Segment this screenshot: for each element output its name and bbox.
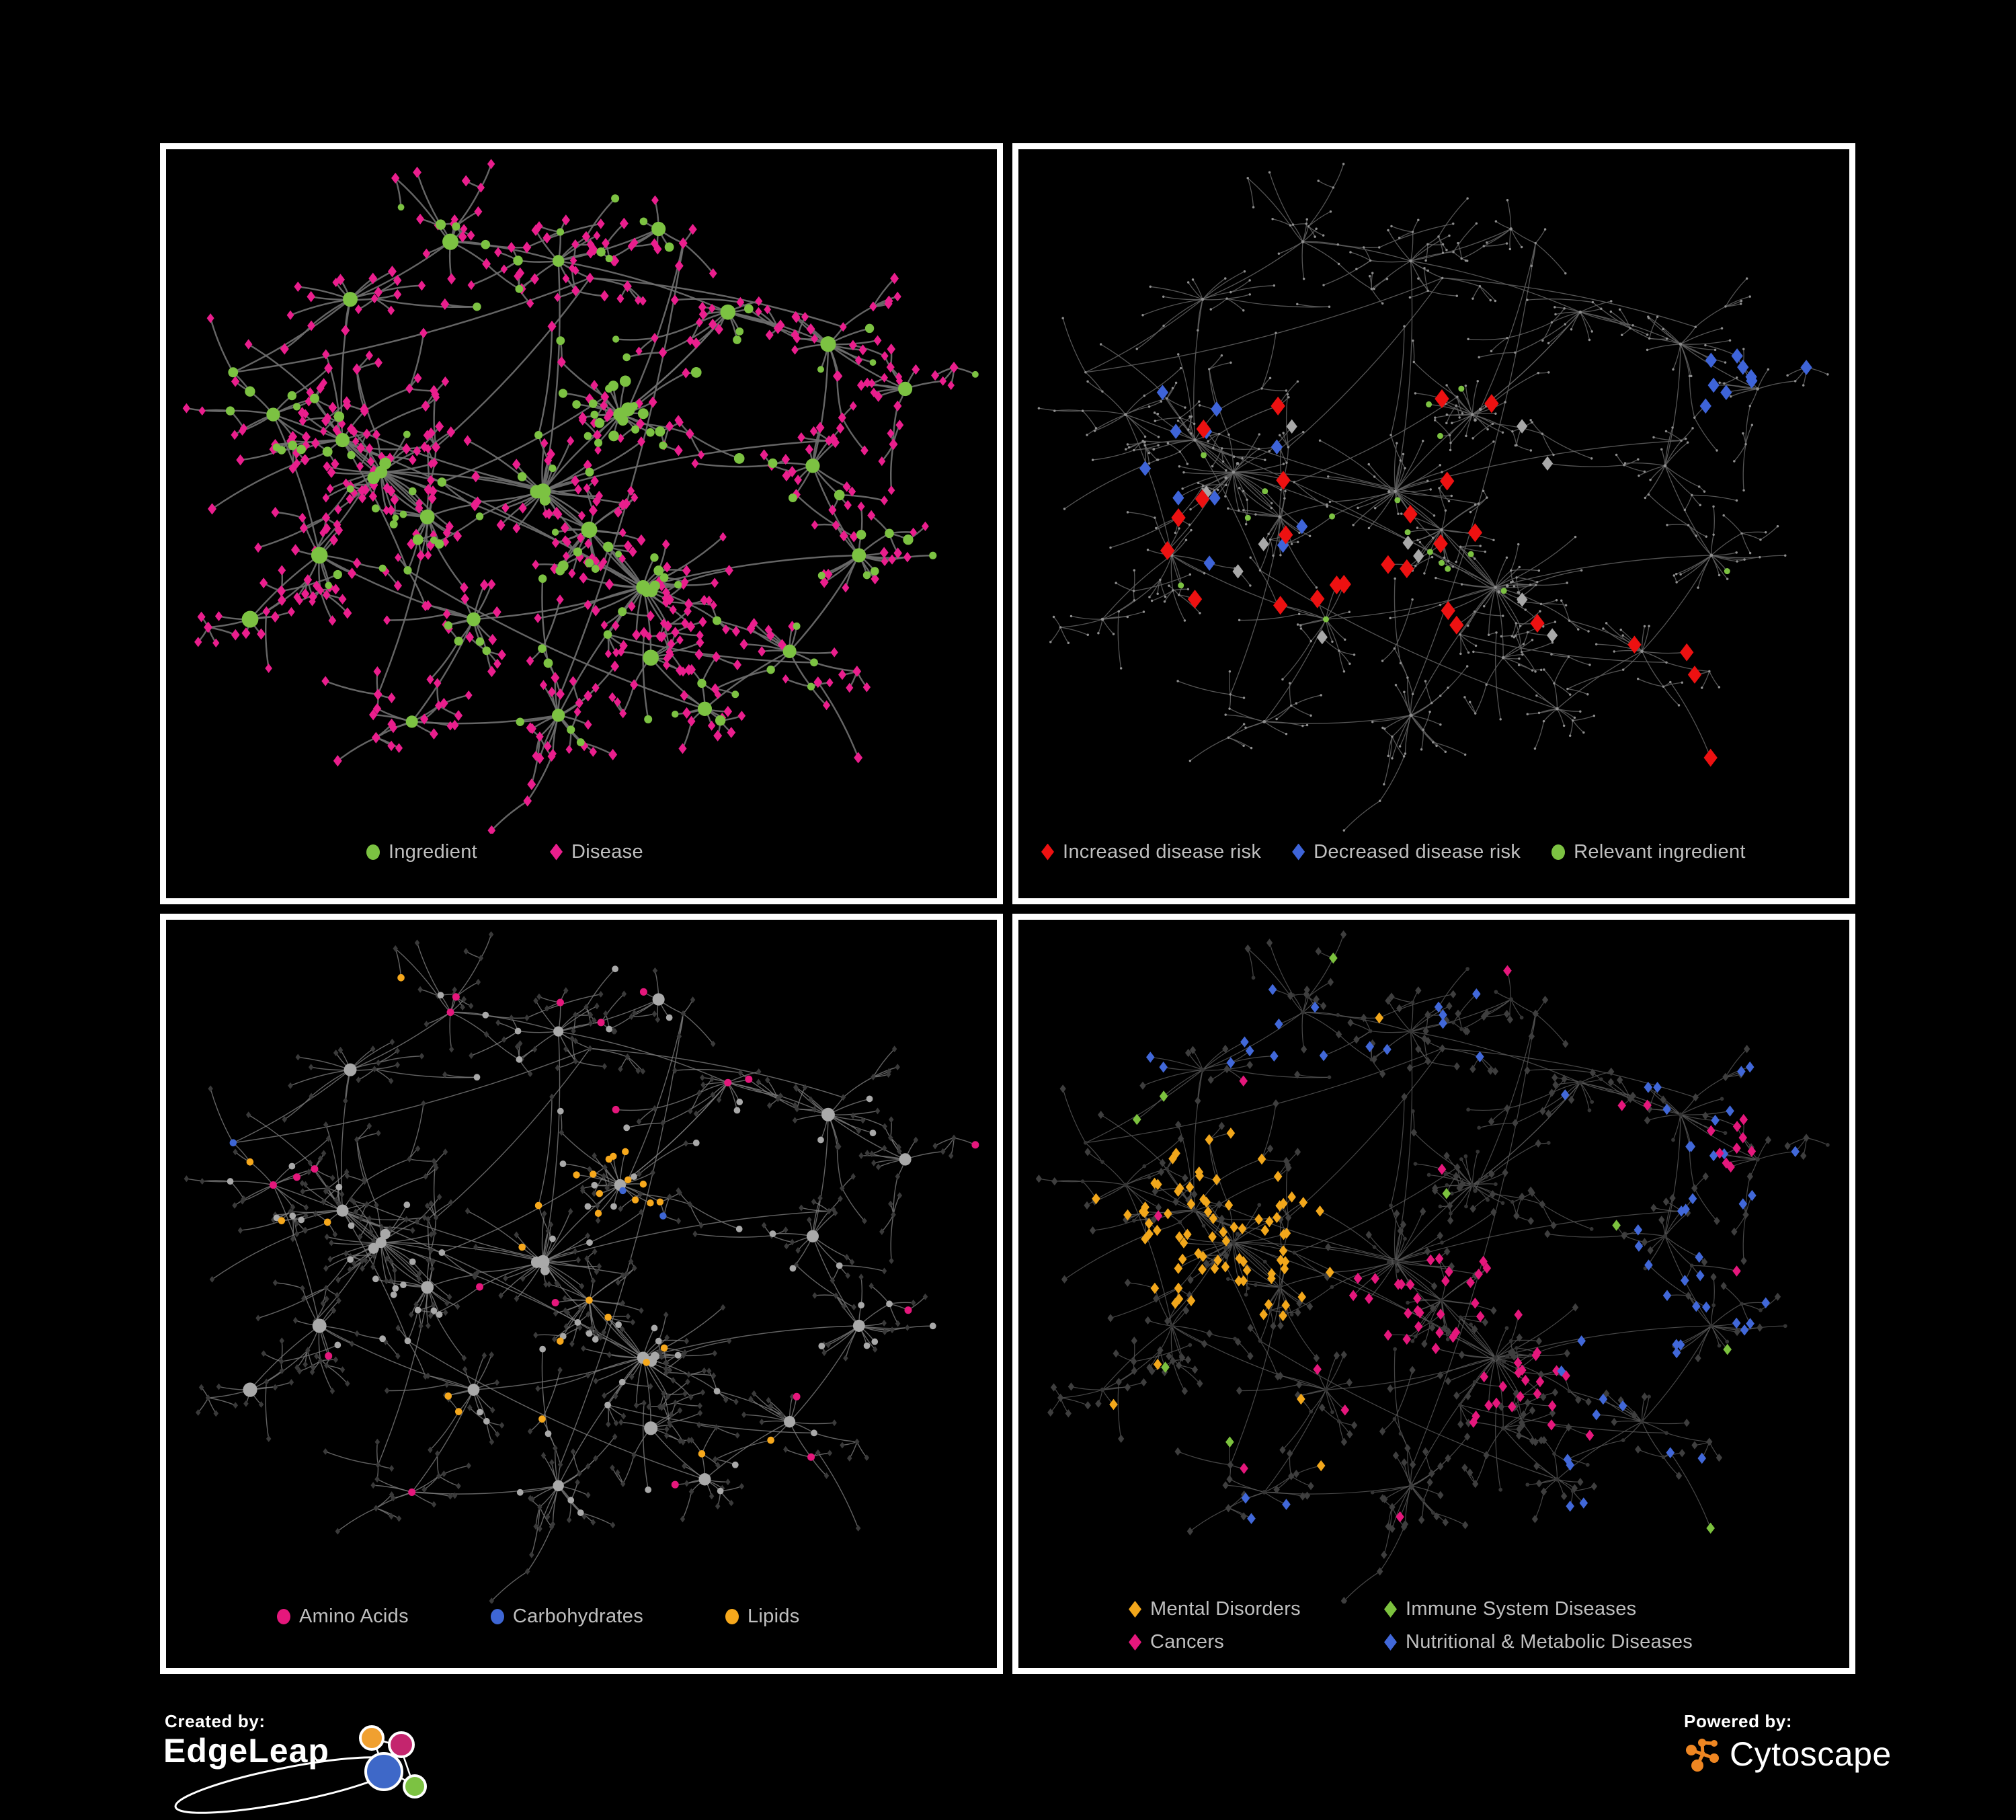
network-panel-ingredient-classes: Amino Acids Carbohydrates Lipids — [160, 913, 1003, 1674]
legend-marker-circle-icon — [490, 1609, 504, 1624]
legend-item: Lipids — [725, 1606, 800, 1628]
network-graph-container — [1018, 920, 1849, 1604]
network-graph-container — [166, 149, 997, 834]
legend-marker-diamond-icon — [1384, 1601, 1397, 1618]
powered-by-label: Powered by: — [1684, 1711, 1793, 1731]
legend-marker-diamond-icon — [1129, 1634, 1141, 1651]
legend-item: Ingredient — [366, 841, 477, 863]
cytoscape-logo-text: Cytoscape — [1730, 1735, 1892, 1773]
legend-marker-circle-icon — [725, 1609, 739, 1624]
created-by-label: Created by: — [165, 1711, 266, 1731]
cytoscape-credit: Powered by: Cytoscape — [1684, 1711, 1980, 1819]
legend-label: Ingredient — [389, 840, 477, 863]
legend-label: Mental Disorders — [1150, 1598, 1301, 1620]
legend-label: Relevant ingredient — [1574, 840, 1746, 863]
edgeleap-node-green — [403, 1774, 427, 1798]
legend-item: Amino Acids — [277, 1606, 409, 1628]
legend-marker-circle-icon — [1551, 844, 1566, 860]
network-panel-disease-risk: Increased disease risk Decreased disease … — [1012, 143, 1855, 904]
legend-item: Relevant ingredient — [1551, 841, 1746, 863]
network-panel-ingredient-disease: Ingredient Disease — [160, 143, 1003, 904]
legend-marker-diamond-icon — [550, 843, 563, 861]
legend-label: Amino Acids — [299, 1606, 409, 1627]
edgeleap-node-pink — [388, 1731, 415, 1758]
edgeleap-logo-text: EdgeLeap — [163, 1732, 329, 1770]
legend-marker-circle-icon — [277, 1609, 290, 1624]
panel-legend: Increased disease risk Decreased disease … — [1018, 841, 1849, 863]
legend-item: Carbohydrates — [490, 1606, 643, 1628]
legend-item: Immune System Diseases — [1384, 1598, 1849, 1620]
cytoscape-logo-icon — [1686, 1739, 1719, 1772]
legend-label: Nutritional & Metabolic Diseases — [1406, 1631, 1693, 1653]
figure-grid: Ingredient Disease Increased disease risk… — [160, 143, 1855, 1674]
network-graph-container — [1018, 149, 1849, 834]
legend-label: Immune System Diseases — [1406, 1598, 1637, 1620]
legend-label: Lipids — [748, 1606, 800, 1627]
network-graph — [184, 931, 979, 1604]
legend-item: Nutritional & Metabolic Diseases — [1384, 1631, 1849, 1653]
panel-legend: Ingredient Disease — [166, 841, 997, 863]
panel-legend: Amino Acids Carbohydrates Lipids — [166, 1606, 997, 1628]
legend-label: Increased disease risk — [1063, 840, 1262, 863]
network-graph — [1035, 930, 1830, 1604]
legend-marker-diamond-icon — [1041, 843, 1054, 861]
legend-marker-diamond-icon — [1384, 1634, 1397, 1651]
network-graph — [1037, 163, 1829, 832]
network-graph-container — [166, 920, 997, 1604]
edgeleap-node-orange — [359, 1725, 385, 1751]
legend-item: Cancers — [1129, 1631, 1384, 1653]
legend-item: Increased disease risk — [1041, 841, 1261, 863]
legend-label: Cancers — [1150, 1631, 1225, 1653]
legend-item: Mental Disorders — [1129, 1598, 1384, 1620]
network-graph — [182, 159, 979, 834]
legend-item: Decreased disease risk — [1292, 841, 1521, 863]
edgeleap-logo-icon — [174, 1725, 427, 1814]
edgeleap-node-blue — [364, 1752, 403, 1791]
legend-item: Disease — [550, 841, 643, 863]
network-panel-disease-classes: Mental Disorders Immune System Diseases Ca… — [1012, 913, 1855, 1674]
legend-label: Carbohydrates — [512, 1606, 643, 1627]
panel-legend: Mental Disorders Immune System Diseases Ca… — [1018, 1598, 1849, 1653]
legend-marker-diamond-icon — [1292, 843, 1305, 861]
legend-marker-diamond-icon — [1129, 1601, 1141, 1618]
edgeleap-credit: Created by: EdgeLeap — [163, 1711, 473, 1819]
legend-marker-circle-icon — [366, 844, 380, 860]
legend-label: Decreased disease risk — [1314, 840, 1521, 863]
legend-label: Disease — [571, 840, 643, 863]
